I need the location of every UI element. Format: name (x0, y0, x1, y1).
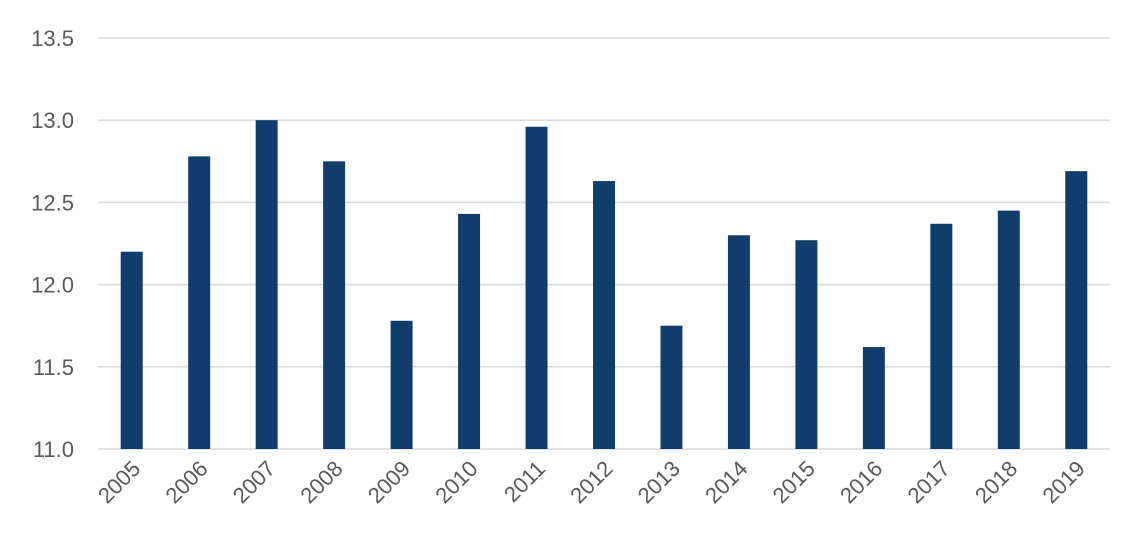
y-tick-label: 13.0 (31, 108, 74, 133)
bar-2008 (323, 161, 346, 450)
y-tick-label: 11.5 (33, 355, 74, 380)
y-axis-ticks: 11.0 11.5 12.0 12.5 13.0 13.5 (31, 26, 74, 462)
bar-2012 (593, 181, 615, 449)
x-tick-label: 2018 (970, 456, 1022, 508)
x-tick-label: 2007 (228, 456, 280, 508)
x-tick-label: 2009 (363, 456, 415, 508)
y-tick-label: 13.5 (31, 26, 74, 51)
x-tick-label: 2012 (565, 456, 617, 508)
x-axis-ticks: 2005 2006 2007 2008 2009 2010 2011 2012 2013 2014… (93, 456, 1090, 508)
bar-2006 (188, 156, 211, 450)
x-tick-label: 2019 (1038, 456, 1090, 508)
bar-2005 (120, 251, 143, 449)
x-tick-label: 2010 (430, 456, 482, 508)
bar-2010 (458, 213, 481, 449)
bar-2009 (390, 320, 413, 449)
x-tick-label: 2008 (295, 456, 347, 508)
x-tick-label: 2016 (835, 456, 887, 508)
bar-2015 (795, 240, 818, 449)
y-tick-label: 12.5 (31, 190, 74, 215)
y-tick-label: 11.0 (33, 437, 74, 462)
bar-2017 (930, 223, 953, 449)
bar-2014 (727, 235, 750, 449)
x-tick-label: 2017 (903, 456, 955, 508)
x-tick-label: 2013 (633, 456, 685, 508)
bars (120, 120, 1088, 450)
bar-2019 (1065, 171, 1088, 449)
bar-2016 (862, 347, 885, 449)
bar-2007 (255, 120, 278, 449)
bar-2013 (660, 325, 683, 449)
y-tick-label: 12.0 (31, 273, 74, 298)
x-tick-label: 2006 (160, 456, 212, 508)
x-tick-label: 2005 (93, 456, 145, 508)
bar-2018 (997, 210, 1020, 449)
x-tick-label: 2011 (499, 456, 550, 507)
x-tick-label: 2014 (700, 456, 752, 508)
bar-2011 (525, 126, 548, 449)
x-tick-label: 2015 (768, 456, 820, 508)
